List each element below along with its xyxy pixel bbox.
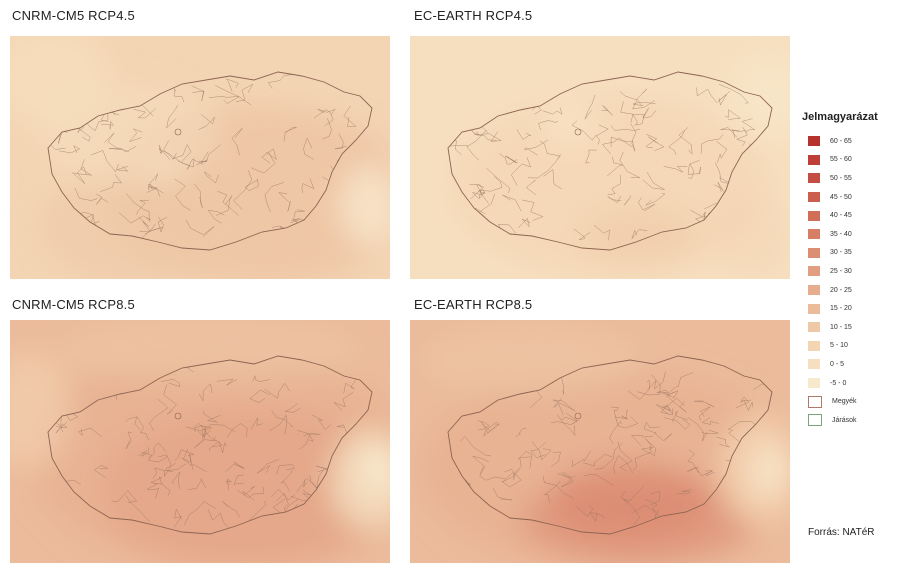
legend-item: 15 - 20 — [808, 299, 918, 318]
heatmap-surface — [10, 320, 390, 563]
legend-swatch — [808, 266, 820, 277]
legend-item: 35 - 40 — [808, 225, 918, 244]
panel-title-ec-rcp85: EC-EARTH RCP8.5 — [414, 297, 533, 312]
legend-swatch — [808, 247, 820, 258]
legend-item: 30 - 35 — [808, 244, 918, 263]
legend-swatch-outline — [808, 414, 822, 427]
panel-title-cnrm-rcp85: CNRM-CM5 RCP8.5 — [12, 297, 135, 312]
country-border — [47, 355, 373, 535]
panel-title-cnrm-rcp45: CNRM-CM5 RCP4.5 — [12, 8, 135, 23]
legend-item: 25 - 30 — [808, 262, 918, 281]
legend-swatch — [808, 192, 820, 203]
legend-item: 10 - 15 — [808, 318, 918, 337]
legend-swatch — [808, 285, 820, 296]
legend-item: 55 - 60 — [808, 151, 918, 170]
heatmap-surface — [410, 320, 790, 563]
legend-swatch — [808, 154, 820, 165]
legend-swatch — [808, 229, 820, 240]
legend-item: 0 - 5 — [808, 355, 918, 374]
legend-item: 40 - 45 — [808, 206, 918, 225]
panel-title-ec-rcp45: EC-EARTH RCP4.5 — [414, 8, 533, 23]
map-ec-rcp45 — [410, 36, 790, 279]
capital-marker — [574, 128, 582, 136]
legend-item: 20 - 25 — [808, 281, 918, 300]
legend-swatch — [808, 340, 820, 351]
heatmap-surface — [410, 36, 790, 279]
legend-swatch — [808, 378, 820, 389]
legend-item: 45 - 50 — [808, 188, 918, 207]
legend-title: Jelmagyarázat — [802, 111, 878, 123]
country-border — [447, 71, 773, 251]
legend: 60 - 65 55 - 60 50 - 55 45 - 50 40 - 45 … — [808, 132, 918, 430]
legend-item-districts: Járások — [808, 411, 918, 430]
legend-swatch — [808, 359, 820, 370]
map-cnrm-rcp45 — [10, 36, 390, 279]
legend-item: 60 - 65 — [808, 132, 918, 151]
country-border — [47, 71, 373, 251]
legend-swatch — [808, 210, 820, 221]
map-cnrm-rcp85 — [10, 320, 390, 563]
legend-swatch — [808, 136, 820, 147]
legend-swatch — [808, 173, 820, 184]
legend-item-counties: Megyék — [808, 392, 918, 411]
heatmap-surface — [10, 36, 390, 279]
legend-item: 50 - 55 — [808, 169, 918, 188]
legend-item: -5 - 0 — [808, 374, 918, 393]
legend-swatch — [808, 303, 820, 314]
map-ec-rcp85 — [410, 320, 790, 563]
capital-marker — [174, 128, 182, 136]
capital-marker — [574, 412, 582, 420]
country-border — [447, 355, 773, 535]
source-note: Forrás: NATéR — [808, 527, 875, 538]
capital-marker — [174, 412, 182, 420]
legend-item: 5 - 10 — [808, 337, 918, 356]
legend-swatch — [808, 322, 820, 333]
legend-swatch-outline — [808, 395, 822, 408]
